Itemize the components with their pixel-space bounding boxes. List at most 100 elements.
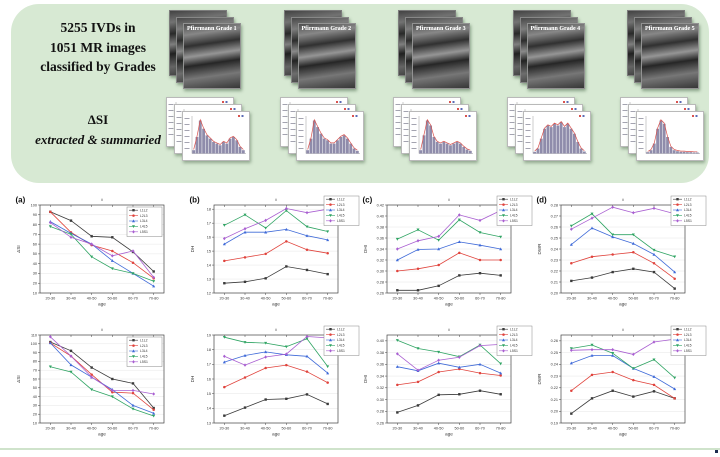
chart-cell-f: 13 14 15 16 17 18 19 20-30 30-40 40-50 50-60 60-70 7… [188, 323, 361, 449]
histogram-stack-grade-5 [620, 97, 706, 163]
svg-text:0.28: 0.28 [377, 410, 384, 414]
svg-text:L2L3: L2L3 [510, 333, 518, 337]
mri-card: Pfirrmann Grade 1 [183, 23, 241, 89]
svg-text:50-60: 50-60 [281, 296, 291, 300]
svg-text:L2L3: L2L3 [337, 333, 345, 337]
svg-text:80: 80 [33, 223, 37, 227]
svg-text:20-30: 20-30 [45, 296, 55, 300]
chart-h: 0.19 0.20 0.21 0.22 0.23 0.24 0.25 0.26 20-30 30-… [537, 325, 706, 437]
svg-text:30: 30 [33, 272, 37, 276]
svg-text:L5S1: L5S1 [684, 219, 692, 223]
svg-text:L2L3: L2L3 [140, 214, 148, 218]
svg-text:0.34: 0.34 [377, 374, 384, 378]
svg-text:L3L4: L3L4 [337, 338, 345, 342]
svg-text:0.26: 0.26 [550, 225, 557, 229]
svg-text:L5S1: L5S1 [684, 349, 692, 353]
svg-text:L2L3: L2L3 [140, 344, 148, 348]
svg-text:30-40: 30-40 [413, 296, 423, 300]
svg-text:age: age [619, 302, 627, 307]
svg-text:ii: ii [448, 197, 450, 202]
svg-text:ii: ii [275, 327, 277, 332]
delta-si-histogram [298, 115, 360, 154]
svg-text:70: 70 [33, 369, 37, 373]
svg-text:30: 30 [33, 404, 37, 408]
svg-text:age: age [98, 432, 106, 437]
mri-stack-grade-4: Pfirrmann Grade 4 [512, 10, 587, 92]
svg-text:18: 18 [206, 348, 210, 352]
mri-card: Pfirrmann Grade 5 [641, 23, 699, 89]
svg-text:L5S1: L5S1 [140, 230, 148, 234]
svg-text:20: 20 [33, 282, 37, 286]
grade-label: Pfirrmann Grade 1 [187, 26, 237, 32]
svg-text:40: 40 [33, 395, 37, 399]
svg-text:13: 13 [206, 421, 210, 425]
grade-label: Pfirrmann Grade 5 [645, 26, 695, 32]
svg-text:0.19: 0.19 [550, 421, 557, 425]
chart-cell-d: 0.20 0.21 0.22 0.23 0.24 0.25 0.26 0.27 0.28 20-3… [535, 193, 708, 319]
svg-text:0.38: 0.38 [377, 225, 384, 229]
svg-text:100: 100 [31, 342, 37, 346]
svg-text:age: age [619, 432, 627, 437]
svg-text:70-80: 70-80 [669, 296, 679, 300]
svg-text:DH: DH [190, 246, 195, 253]
classification-line-1: 5255 IVDs in [60, 20, 136, 35]
svg-text:(b): (b) [189, 196, 200, 205]
svg-text:70-80: 70-80 [496, 296, 506, 300]
svg-text:age: age [272, 432, 280, 437]
svg-text:40-50: 40-50 [434, 426, 444, 430]
svg-text:0.21: 0.21 [550, 280, 557, 284]
svg-text:ii: ii [101, 197, 103, 202]
chart-cell-c: 0.26 0.28 0.30 0.32 0.34 0.36 0.38 0.40 0.42 20-3… [361, 193, 534, 319]
chart-cell-e: 10 20 30 40 50 60 70 80 90 100 110 20-30 30-40 40-50 5… [14, 323, 187, 449]
svg-text:60-70: 60-70 [649, 296, 659, 300]
svg-text:L2L3: L2L3 [337, 203, 345, 207]
svg-text:40-50: 40-50 [607, 296, 617, 300]
svg-text:DHI: DHI [363, 375, 368, 383]
mri-stacks-row: Pfirrmann Grade 1 Pfirrmann Grade 2 Pfirrm… [169, 10, 701, 96]
svg-text:50-60: 50-60 [107, 296, 117, 300]
svg-text:20-30: 20-30 [219, 296, 229, 300]
svg-text:50: 50 [33, 252, 37, 256]
chart-e: 10 20 30 40 50 60 70 80 90 100 110 20-30 30-40 40-50 5… [16, 327, 165, 437]
svg-text:0.26: 0.26 [377, 421, 384, 425]
svg-text:0.36: 0.36 [377, 363, 384, 367]
svg-text:90: 90 [33, 213, 37, 217]
svg-text:70-80: 70-80 [149, 296, 159, 300]
svg-text:L4L5: L4L5 [337, 344, 345, 348]
chart-cell-g: 0.26 0.28 0.30 0.32 0.34 0.36 0.38 0.40 20-30 30-… [361, 323, 534, 449]
svg-text:50-60: 50-60 [454, 426, 464, 430]
svg-text:(c): (c) [363, 196, 373, 205]
classification-text: 5255 IVDs in 1051 MR images classified b… [19, 18, 177, 77]
svg-text:18: 18 [206, 207, 210, 211]
svg-text:20-30: 20-30 [566, 296, 576, 300]
chart-b: 12 13 14 15 16 17 18 20-30 30-40 40-50 50-60 60-70 7… [189, 196, 359, 307]
svg-text:ΔSI: ΔSI [16, 245, 21, 252]
svg-text:L3L4: L3L4 [684, 208, 692, 212]
extraction-subtitle: extracted & summaried [35, 131, 161, 147]
svg-text:0.28: 0.28 [550, 203, 557, 207]
svg-text:40-50: 40-50 [87, 426, 97, 430]
svg-text:90: 90 [33, 351, 37, 355]
chart-f: 13 14 15 16 17 18 19 20-30 30-40 40-50 50-60 60-70 7… [190, 325, 359, 437]
svg-text:40-50: 40-50 [607, 426, 617, 430]
chart-c: 0.26 0.28 0.30 0.32 0.34 0.36 0.38 0.40 0.42 20-3… [363, 196, 533, 307]
svg-text:60-70: 60-70 [302, 426, 312, 430]
svg-text:50-60: 50-60 [628, 296, 638, 300]
svg-text:20-30: 20-30 [392, 296, 402, 300]
svg-text:0.40: 0.40 [377, 214, 384, 218]
svg-text:0.42: 0.42 [377, 203, 384, 207]
svg-text:L2L3: L2L3 [684, 203, 692, 207]
svg-text:ii: ii [622, 327, 624, 332]
delta-si-histogram [638, 115, 700, 154]
svg-text:0.25: 0.25 [550, 236, 557, 240]
svg-text:60-70: 60-70 [128, 296, 138, 300]
svg-text:40-50: 40-50 [87, 296, 97, 300]
svg-text:L1L2: L1L2 [684, 327, 692, 331]
histogram-card [636, 111, 704, 161]
svg-text:40-50: 40-50 [434, 296, 444, 300]
svg-text:17: 17 [206, 221, 210, 225]
svg-text:L3L4: L3L4 [140, 219, 148, 223]
histogram-card [295, 111, 364, 161]
svg-text:60: 60 [33, 377, 37, 381]
svg-text:70-80: 70-80 [669, 426, 679, 430]
